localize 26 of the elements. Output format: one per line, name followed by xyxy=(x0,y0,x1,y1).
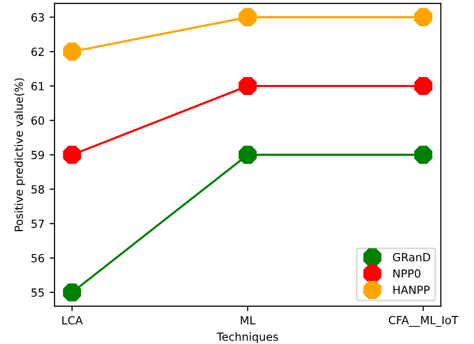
point xyxy=(63,283,82,302)
x-tick-label: LCA xyxy=(62,316,83,324)
legend-label: NPP0 xyxy=(393,269,420,278)
point xyxy=(238,146,257,164)
y-tick-label: 58 xyxy=(32,185,44,194)
y-tick-label: 57 xyxy=(32,220,44,228)
point xyxy=(414,76,432,96)
point xyxy=(414,8,432,26)
y-tick-label: 56 xyxy=(32,254,44,262)
x-tick-label: CFA__ML_IoT xyxy=(388,316,458,327)
point xyxy=(63,146,82,164)
y-tick-label: 59 xyxy=(32,150,44,160)
point xyxy=(238,8,257,26)
y-tick-label: 61 xyxy=(31,82,44,90)
y-tick-label: 55 xyxy=(32,288,44,297)
y-tick-label: 60 xyxy=(31,116,44,125)
y-tick-label: 63 xyxy=(31,13,44,22)
legend-label: GRanD xyxy=(392,252,430,262)
point xyxy=(63,42,82,61)
x-axis-title: Techniques xyxy=(216,332,278,344)
point xyxy=(238,76,257,96)
y-tick-label: 62 xyxy=(31,48,44,56)
legend-label: HANPP xyxy=(393,286,430,294)
point xyxy=(414,146,432,164)
x-tick-label: ML xyxy=(240,316,256,324)
y-axis-title: Positive predictive value(%) xyxy=(14,78,26,232)
